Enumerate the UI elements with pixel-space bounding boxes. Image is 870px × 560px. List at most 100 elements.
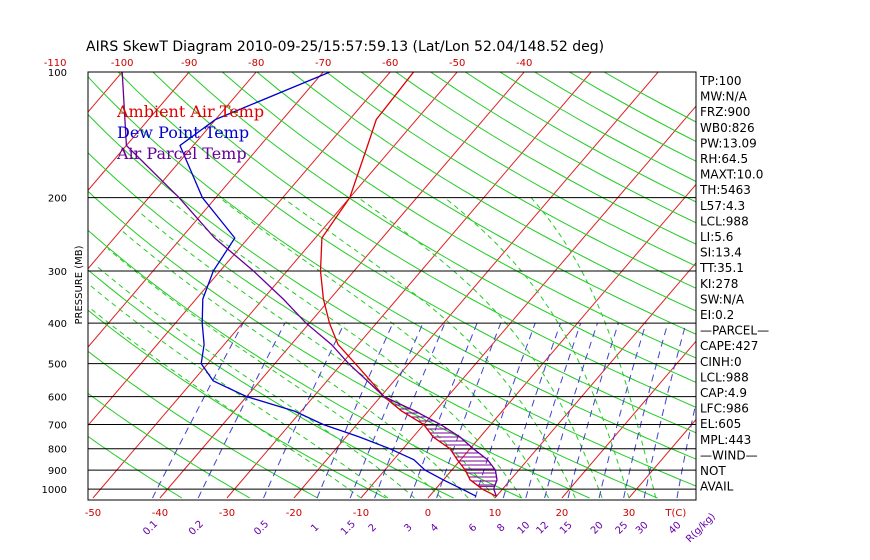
dry-adiabat-line <box>152 72 696 408</box>
dry-adiabat-line <box>187 72 696 383</box>
index-item: CAP:4.9 <box>700 386 747 400</box>
index-item: LFC:986 <box>700 402 749 416</box>
dry-adiabat-line <box>88 309 386 499</box>
mixing-ratio-line <box>643 323 687 499</box>
mixing-ratio-line <box>474 323 536 499</box>
mixing-ratio-tick-label: 12 <box>534 520 551 537</box>
mixing-ratio-tick-label: 20 <box>589 520 606 537</box>
mixing-ratio-line <box>316 322 394 499</box>
dry-adiabat-line <box>88 435 183 499</box>
index-item: —PARCEL— <box>700 324 769 338</box>
profile-lines <box>88 72 696 497</box>
mixing-ratio-tick-label: 30 <box>634 520 651 537</box>
mixing-ratio-tick-label: 0.1 <box>141 519 160 538</box>
plot-frame <box>87 71 697 501</box>
pressure-tick-label: 800 <box>48 445 67 456</box>
index-item: CINH:0 <box>700 355 742 369</box>
mixing-ratio-tick-label: 1.5 <box>339 519 358 538</box>
top-temp-tick-label: -60 <box>382 58 398 69</box>
pressure-tick-label: 100 <box>48 68 67 79</box>
series-line-2 <box>121 72 498 497</box>
mixing-ratio-line <box>197 322 286 499</box>
top-temp-tick-label: -50 <box>449 58 465 69</box>
bottom-temp-tick-label: 0 <box>425 508 431 519</box>
isotherm-line <box>494 262 696 499</box>
moist-adiabat-line <box>357 197 603 499</box>
pressure-tick-label: 600 <box>48 393 67 404</box>
bottom-temp-tick-label: -40 <box>152 508 168 519</box>
series-line-1 <box>179 72 477 497</box>
isotherm-line <box>88 72 123 113</box>
isotherm-line <box>830 72 870 498</box>
isotherm-line <box>92 72 458 499</box>
index-item: FRZ:900 <box>700 105 750 119</box>
moist-adiabat-line <box>107 248 442 499</box>
moist-adiabat-line <box>219 197 549 499</box>
moist-adiabat-line <box>444 197 630 499</box>
bottom-temp-tick-label: 20 <box>556 508 569 519</box>
moist-adiabat-line <box>88 282 389 499</box>
dry-adiabat-line <box>326 72 696 289</box>
isotherm-line <box>628 418 696 499</box>
isotherm-line <box>763 72 870 498</box>
mixing-ratio-tick-label: 2 <box>367 522 379 534</box>
isotherm-line <box>159 72 525 499</box>
index-item: WB0:826 <box>700 121 755 135</box>
legend-entry: Dew Point Temp <box>117 123 249 142</box>
index-item: KI:278 <box>700 277 738 291</box>
y-axis-label: PRESSURE (MB) <box>74 245 85 324</box>
isotherm-line <box>88 72 324 348</box>
index-item: RH:64.5 <box>700 152 748 166</box>
dry-adiabat-line <box>465 72 696 203</box>
bottom-temp-tick-label: -20 <box>286 508 302 519</box>
mixing-ratio-tick-label: 15 <box>558 520 575 537</box>
top-temp-tick-label: -90 <box>181 58 197 69</box>
top-temp-tick-label: -40 <box>516 58 532 69</box>
mixing-ratio-tick-label: 25 <box>614 520 631 537</box>
index-item: EL:605 <box>700 417 741 431</box>
dry-adiabat-line <box>88 76 696 460</box>
mixing-ratio-tick-label: 0.2 <box>187 519 206 538</box>
mixing-ratio-line <box>152 322 244 499</box>
index-item: —WIND— <box>700 448 758 462</box>
bottom-temp-tick-label: -30 <box>219 508 235 519</box>
index-item: SI:13.4 <box>700 246 742 260</box>
index-item: LI:5.6 <box>700 230 733 244</box>
index-item: EI:0.2 <box>700 308 734 322</box>
index-item: MAXT:10.0 <box>700 168 763 182</box>
mixing-ratio-tick-label: 8 <box>495 522 507 534</box>
pressure-tick-label: 200 <box>48 194 67 205</box>
mixing-ratio-tick-label: 6 <box>467 522 479 534</box>
mixing-ratio-line <box>502 323 561 499</box>
moist-adiabat-line <box>282 197 576 499</box>
index-item: MPL:443 <box>700 433 751 447</box>
index-item: CAPE:427 <box>700 339 758 353</box>
index-item: AVAIL <box>700 480 734 494</box>
top-temp-tick-label: -110 <box>44 58 67 69</box>
dry-adiabat-line <box>88 229 522 499</box>
mixing-ratio-line <box>263 322 345 499</box>
top-temp-tick-label: -80 <box>248 58 264 69</box>
index-item: LCL:988 <box>700 370 749 384</box>
mixing-ratio-tick-label: R(g/kg) <box>684 511 718 545</box>
index-item: MW:N/A <box>700 90 748 104</box>
mixing-ratio-tick-label: 0.5 <box>252 519 271 538</box>
pressure-tick-label: 1000 <box>42 485 67 496</box>
mixing-ratio-line <box>374 323 446 499</box>
dry-adiabat-line <box>88 269 454 499</box>
dry-adiabat-line <box>88 392 251 499</box>
mixing-ratio-tick-label: 10 <box>516 520 533 537</box>
chart-title: AIRS SkewT Diagram 2010-09-25/15:57:59.1… <box>86 39 604 55</box>
bottom-temp-tick-label: -10 <box>353 508 369 519</box>
legend-entry: Ambient Air Temp <box>116 102 264 121</box>
pressure-tick-label: 900 <box>48 466 67 477</box>
dry-adiabat-line <box>395 72 696 245</box>
pressure-tick-label: 400 <box>48 319 67 330</box>
dry-adiabat-line <box>291 72 696 312</box>
bottom-temp-tick-label: 30 <box>623 508 636 519</box>
bottom-temp-tick-label: 10 <box>489 508 502 519</box>
dry-adiabat-line <box>430 72 696 224</box>
moist-adiabat-line <box>137 210 496 499</box>
